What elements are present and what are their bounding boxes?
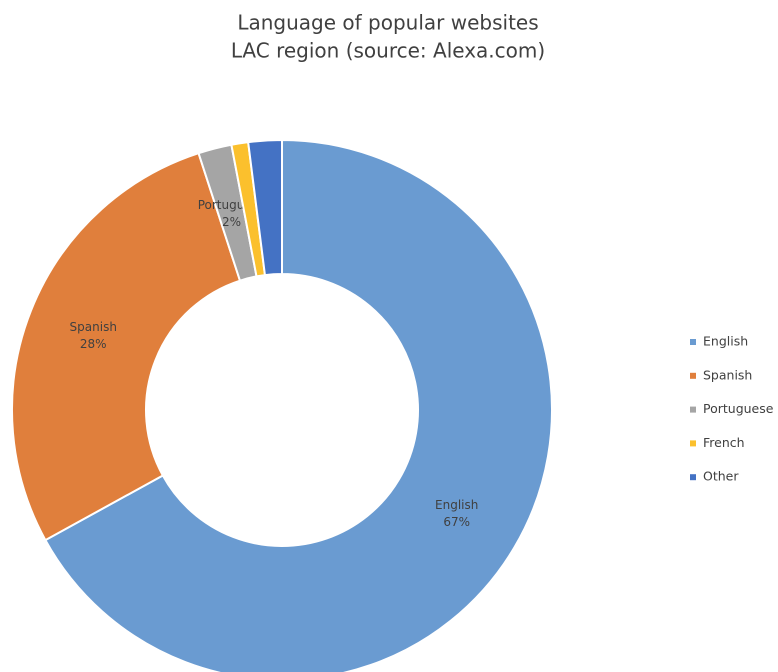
legend-swatch [690, 406, 696, 413]
legend-label: Other [703, 469, 739, 484]
slice-value-label: 67% [443, 515, 470, 529]
legend-swatch [690, 372, 696, 379]
legend-label: Portuguese [703, 401, 774, 416]
legend-label: French [703, 435, 745, 450]
legend-label: Spanish [703, 367, 752, 382]
slice [247, 138, 283, 277]
legend-label: English [703, 334, 748, 349]
slice-value-label: 28% [80, 337, 107, 351]
legend-swatch [690, 339, 696, 345]
chart-subtitle: LAC region (source: Alexa.com) [231, 39, 545, 63]
chart-title: Language of popular websites [237, 11, 538, 35]
legend-swatch [690, 474, 696, 481]
legend-swatch [690, 440, 696, 447]
slice-value-label: 2% [222, 215, 241, 229]
slice [11, 151, 242, 542]
slice-category-label: Spanish [70, 320, 117, 334]
slice-category-label: English [435, 498, 478, 512]
slice [44, 138, 553, 672]
